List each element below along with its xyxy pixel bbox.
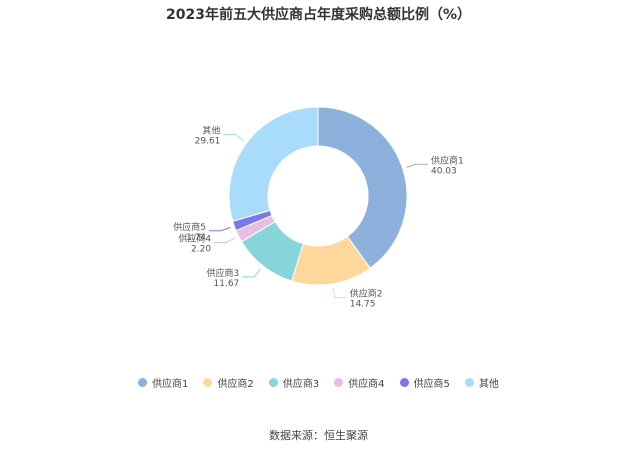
slice-label-name-1: 供应商1 bbox=[431, 154, 464, 166]
legend-item-1[interactable]: 供应商1 bbox=[138, 375, 188, 390]
pie-slice-6 bbox=[228, 106, 319, 223]
slice-label-name-2: 供应商2 bbox=[350, 288, 383, 300]
legend-item-2[interactable]: 供应商2 bbox=[203, 375, 254, 390]
slice-label-name-3: 供应商3 bbox=[207, 267, 240, 279]
data-source-note: 数据来源：恒生聚源 bbox=[269, 429, 368, 442]
leader-line-2 bbox=[332, 287, 347, 299]
leader-line-1 bbox=[406, 163, 428, 168]
legend-swatch-3 bbox=[268, 378, 278, 387]
slice-label-value-2: 14.75 bbox=[350, 300, 376, 310]
legend-item-3[interactable]: 供应商3 bbox=[268, 375, 320, 390]
legend-label-1: 供应商1 bbox=[152, 379, 189, 390]
leader-line-6 bbox=[223, 133, 244, 141]
legend-item-4[interactable]: 供应商4 bbox=[334, 375, 385, 390]
slice-label-name-4: 供应商4 bbox=[178, 232, 211, 244]
legend-swatch-6 bbox=[464, 378, 474, 387]
legend-swatch-5 bbox=[399, 378, 409, 387]
legend-swatch-1 bbox=[138, 378, 148, 387]
legend-label-6: 其他 bbox=[478, 379, 499, 390]
legend-label-5: 供应商5 bbox=[413, 379, 450, 390]
chart-legend: 供应商1 供应商2 供应商3 供应商4 供应商5 其他 bbox=[0, 375, 637, 390]
legend-swatch-4 bbox=[334, 378, 344, 387]
slice-label-value-1: 40.03 bbox=[431, 166, 457, 176]
legend-label-2: 供应商2 bbox=[217, 379, 254, 390]
slice-label-name-5: 供应商5 bbox=[173, 221, 206, 233]
leader-line-4 bbox=[214, 237, 236, 243]
slice-label-value-3: 11.67 bbox=[214, 279, 240, 289]
chart-title: 2023年前五大供应商占年度采购总额比例（%） bbox=[166, 7, 471, 23]
slice-label-value-6: 29.61 bbox=[195, 136, 221, 146]
slice-label-name-6: 其他 bbox=[202, 124, 220, 136]
pie-slice-1 bbox=[317, 106, 408, 269]
leader-line-3 bbox=[242, 268, 261, 278]
slice-label-value-4: 2.20 bbox=[191, 244, 211, 254]
leader-line-5 bbox=[209, 226, 231, 232]
legend-item-5[interactable]: 供应商5 bbox=[399, 375, 450, 390]
legend-label-4: 供应商4 bbox=[348, 379, 385, 390]
legend-label-3: 供应商3 bbox=[282, 379, 320, 390]
legend-swatch-2 bbox=[203, 378, 213, 387]
legend-item-6[interactable]: 其他 bbox=[464, 375, 499, 390]
slice-label-value-5: 1.74 bbox=[186, 233, 206, 243]
